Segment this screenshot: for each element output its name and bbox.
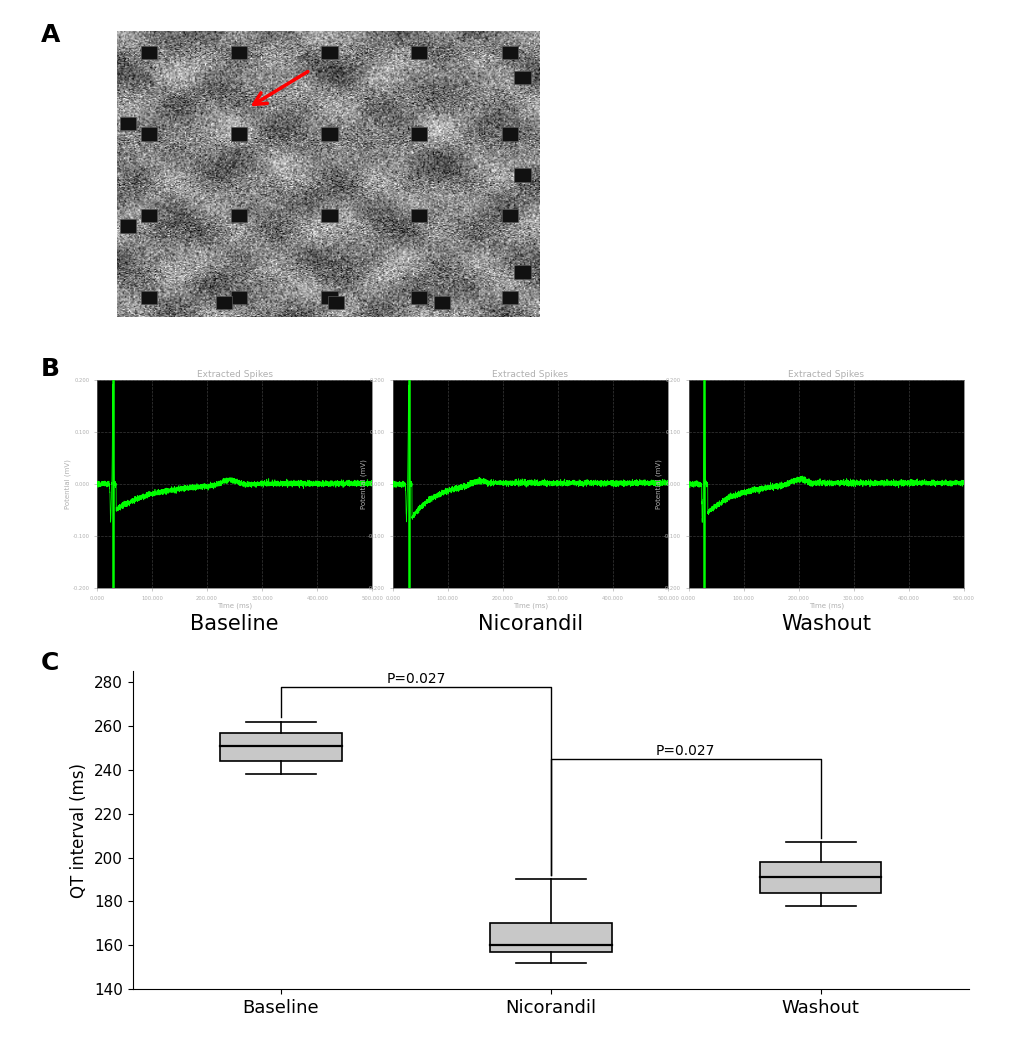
Bar bbox=[141, 127, 157, 141]
Bar bbox=[514, 71, 530, 84]
Bar bbox=[411, 46, 427, 59]
Y-axis label: Potential (mV): Potential (mV) bbox=[360, 459, 366, 509]
Title: Extracted Spikes: Extracted Spikes bbox=[492, 371, 568, 379]
Text: C: C bbox=[41, 651, 59, 675]
Bar bbox=[514, 169, 530, 181]
Title: Extracted Spikes: Extracted Spikes bbox=[197, 371, 272, 379]
Bar bbox=[501, 290, 518, 304]
Bar bbox=[141, 290, 157, 304]
Bar bbox=[327, 296, 343, 309]
Bar bbox=[230, 290, 247, 304]
Bar bbox=[230, 209, 247, 223]
Title: Extracted Spikes: Extracted Spikes bbox=[788, 371, 863, 379]
Bar bbox=[411, 209, 427, 223]
Bar bbox=[230, 127, 247, 141]
Bar bbox=[141, 209, 157, 223]
Bar bbox=[501, 209, 518, 223]
Text: Washout: Washout bbox=[781, 614, 870, 634]
Bar bbox=[489, 923, 611, 951]
Bar bbox=[514, 265, 530, 279]
Bar bbox=[321, 290, 337, 304]
Bar bbox=[411, 290, 427, 304]
Text: Nicorandil: Nicorandil bbox=[477, 614, 583, 634]
Bar bbox=[321, 209, 337, 223]
Text: B: B bbox=[41, 357, 60, 381]
Text: P=0.027: P=0.027 bbox=[386, 671, 445, 686]
Y-axis label: QT interval (ms): QT interval (ms) bbox=[70, 763, 89, 897]
Bar bbox=[220, 733, 341, 761]
Text: A: A bbox=[41, 23, 60, 47]
Bar bbox=[230, 46, 247, 59]
Bar bbox=[501, 46, 518, 59]
Bar bbox=[411, 127, 427, 141]
Bar bbox=[759, 862, 880, 892]
X-axis label: Time (ms): Time (ms) bbox=[513, 602, 547, 609]
Text: Baseline: Baseline bbox=[191, 614, 278, 634]
X-axis label: Time (ms): Time (ms) bbox=[808, 602, 843, 609]
Text: P=0.027: P=0.027 bbox=[655, 744, 714, 758]
X-axis label: Time (ms): Time (ms) bbox=[217, 602, 252, 609]
Bar bbox=[119, 220, 136, 232]
Bar bbox=[119, 117, 136, 130]
Bar bbox=[215, 296, 231, 309]
Bar bbox=[433, 296, 449, 309]
Y-axis label: Potential (mV): Potential (mV) bbox=[655, 459, 661, 509]
Bar bbox=[321, 46, 337, 59]
Bar bbox=[501, 127, 518, 141]
Bar bbox=[321, 127, 337, 141]
Bar bbox=[141, 46, 157, 59]
Y-axis label: Potential (mV): Potential (mV) bbox=[64, 459, 70, 509]
